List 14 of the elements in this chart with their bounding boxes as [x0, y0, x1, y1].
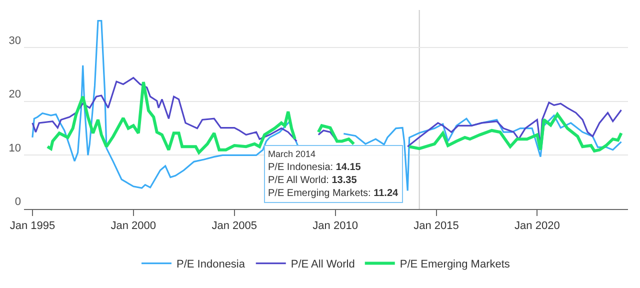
x-tick-label: Jan 2010 — [312, 220, 358, 232]
x-tick-label: Jan 2005 — [212, 220, 258, 232]
y-tick-label: 30 — [8, 34, 21, 47]
y-tick-label: 10 — [8, 142, 21, 154]
x-tick-label: Jan 2015 — [414, 220, 459, 232]
annotation: March 2014 P/E Indonesia: 14.15 P/E All World: 13.35 P/E Emerging Markets: 11.24 — [268, 149, 399, 199]
y-tick-label: 0 — [14, 196, 21, 208]
legend-label: P/E Emerging Markets — [400, 258, 510, 271]
y-tick-label: 20 — [8, 88, 21, 101]
x-tick-label: Jan 2000 — [110, 220, 156, 232]
x-tick-label: Jan 1995 — [10, 220, 56, 232]
x-tick-label: Jan 2020 — [514, 220, 560, 232]
legend-label: P/E Indonesia — [176, 258, 246, 271]
legend-label: P/E All World — [290, 258, 355, 271]
